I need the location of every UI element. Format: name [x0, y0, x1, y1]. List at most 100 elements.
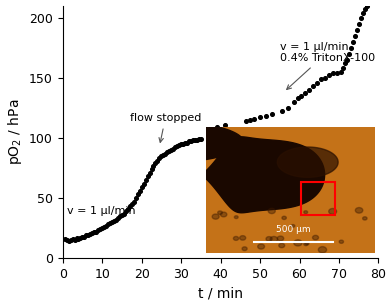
Y-axis label: pO$_2$ / hPa: pO$_2$ / hPa: [5, 99, 24, 165]
Point: [109, 220, 115, 225]
Text: v = 1 μl/min: v = 1 μl/min: [67, 206, 135, 216]
Point: [279, 109, 285, 114]
Point: [125, 207, 131, 211]
Point: [154, 158, 161, 163]
Point: [198, 137, 204, 142]
Point: [342, 61, 348, 66]
Point: [62, 237, 68, 241]
Point: [269, 111, 275, 116]
Point: [186, 139, 192, 144]
Point: [178, 141, 184, 146]
Point: [322, 75, 328, 80]
Point: [180, 141, 186, 146]
Point: [170, 146, 176, 151]
Point: [285, 105, 291, 110]
Point: [358, 15, 364, 20]
Point: [194, 138, 200, 143]
Point: [85, 233, 91, 238]
Point: [298, 93, 305, 98]
X-axis label: t / min: t / min: [198, 286, 243, 300]
Point: [136, 188, 143, 193]
Point: [127, 204, 133, 209]
Point: [263, 114, 269, 119]
Point: [247, 118, 253, 122]
Point: [93, 229, 100, 234]
Point: [160, 152, 167, 157]
Point: [152, 161, 159, 166]
Point: [81, 234, 87, 239]
Point: [64, 238, 70, 243]
Point: [326, 73, 332, 78]
Point: [359, 10, 366, 15]
Point: [67, 238, 74, 243]
Point: [334, 70, 340, 75]
Point: [146, 170, 152, 175]
Point: [113, 217, 119, 222]
Point: [103, 223, 109, 228]
Point: [346, 51, 352, 56]
Point: [174, 144, 180, 149]
Point: [91, 229, 98, 234]
Point: [340, 66, 346, 71]
Point: [172, 145, 178, 150]
Point: [221, 122, 228, 127]
Point: [214, 125, 220, 129]
Point: [65, 239, 72, 244]
Point: [121, 211, 127, 216]
Point: [330, 70, 336, 75]
Point: [354, 27, 360, 32]
Point: [99, 226, 105, 230]
Point: [158, 154, 165, 159]
Point: [83, 233, 89, 238]
Point: [107, 221, 113, 226]
Point: [69, 237, 76, 241]
Point: [243, 119, 249, 124]
Point: [168, 147, 174, 152]
Point: [79, 234, 85, 239]
Point: [348, 45, 354, 50]
Point: [363, 3, 370, 8]
Point: [75, 237, 82, 241]
Point: [314, 80, 320, 85]
Point: [123, 209, 129, 214]
Point: [166, 149, 172, 154]
Point: [149, 167, 155, 172]
Point: [144, 174, 151, 179]
Point: [87, 232, 93, 237]
Point: [294, 96, 301, 101]
Text: v = 1 μl/min
0.4% TritonX-100: v = 1 μl/min 0.4% TritonX-100: [280, 42, 375, 89]
Point: [184, 140, 190, 145]
Point: [101, 224, 107, 229]
Point: [205, 127, 212, 132]
Point: [115, 216, 121, 221]
Point: [188, 139, 194, 144]
Point: [89, 230, 95, 235]
Point: [142, 177, 149, 182]
Point: [134, 192, 141, 197]
Point: [129, 202, 135, 207]
Point: [131, 199, 137, 204]
Point: [290, 99, 297, 104]
Point: [162, 151, 169, 156]
Point: [338, 69, 344, 74]
Point: [306, 87, 312, 92]
Point: [344, 57, 350, 62]
Point: [132, 196, 139, 200]
Text: flow stopped: flow stopped: [130, 114, 201, 142]
Point: [111, 218, 117, 223]
Point: [350, 39, 356, 44]
Point: [196, 137, 202, 142]
Point: [190, 138, 196, 143]
Point: [318, 76, 324, 81]
Point: [97, 227, 103, 232]
Point: [73, 235, 80, 240]
Point: [356, 21, 362, 26]
Point: [176, 143, 182, 147]
Point: [71, 238, 78, 243]
Point: [138, 185, 145, 190]
Point: [361, 7, 368, 12]
Point: [310, 84, 316, 89]
Point: [95, 228, 102, 233]
Point: [182, 140, 188, 145]
Point: [257, 115, 263, 120]
